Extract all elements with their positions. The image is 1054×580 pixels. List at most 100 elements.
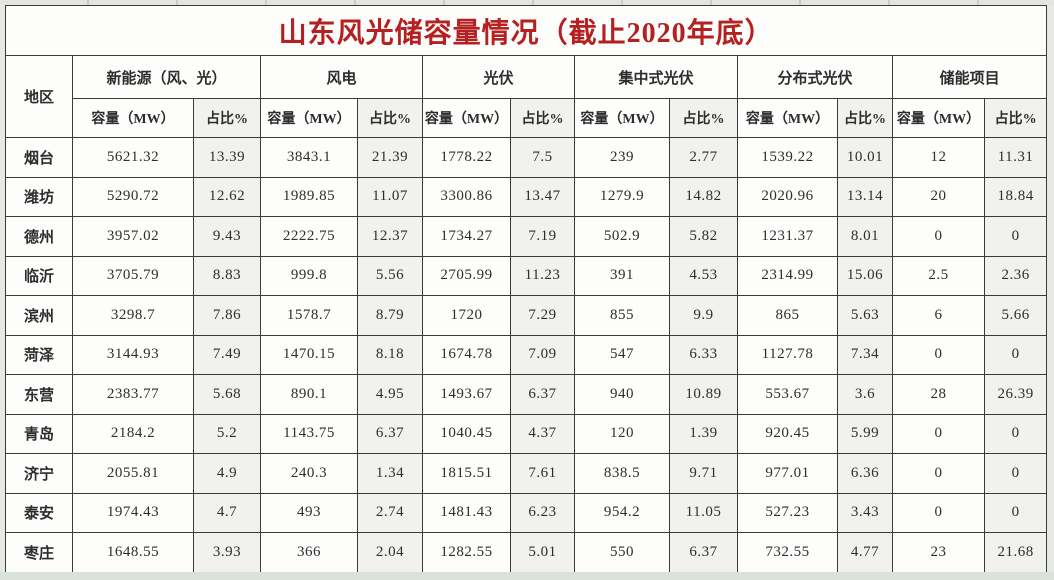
table-row: 临沂 3705.79 8.83 999.8 5.56 2705.99 11.23 391 4.5… [5,255,1048,296]
capacity-cell: 999.8 [260,255,358,296]
capacity-cell: 838.5 [574,453,670,494]
share-cell: 1.39 [669,413,738,454]
subheader-share-wind: 占比% [357,98,423,138]
capacity-cell: 2222.75 [260,216,358,257]
region-cell: 东营 [5,374,73,415]
col-group-distributed-pv: 分布式光伏 [737,55,893,99]
share-cell: 3.93 [193,532,261,573]
share-cell: 8.79 [357,295,423,336]
capacity-cell: 1282.55 [422,532,511,573]
share-cell: 2.77 [669,137,738,178]
share-cell: 12.62 [193,176,261,217]
subheader-share-pv: 占比% [510,98,575,138]
group-header-row: 地区 新能源（风、光） 风电 光伏 集中式光伏 分布式光伏 储能项目 [5,55,1048,138]
page-title: 山东风光储容量情况（截止2020年底） [4,5,1048,56]
share-cell: 0 [983,216,1048,257]
col-group-pv: 光伏 [422,55,575,99]
capacity-cell: 855 [574,295,670,336]
share-cell: 7.61 [510,453,575,494]
region-cell: 潍坊 [5,176,73,217]
spreadsheet-gridline-strip [0,0,1054,5]
share-cell: 12.37 [357,216,423,257]
table-row: 潍坊 5290.72 12.62 1989.85 11.07 3300.86 13.47 12… [5,176,1048,217]
share-cell: 7.19 [510,216,575,257]
share-cell: 10.01 [837,137,893,178]
capacity-cell: 1470.15 [260,334,358,375]
share-cell: 5.56 [357,255,423,296]
bottom-margin-strip [0,572,1054,580]
share-cell: 0 [983,453,1048,494]
subheader-capacity-centralized-pv: 容量（MW） [574,98,670,138]
capacity-cell: 1040.45 [422,413,511,454]
share-cell: 3.43 [837,492,893,533]
capacity-cell: 2383.77 [72,374,194,415]
share-cell: 2.04 [357,532,423,573]
share-cell: 4.9 [193,453,261,494]
capacity-cell: 865 [737,295,838,336]
capacity-cell: 2055.81 [72,453,194,494]
col-group-wind: 风电 [260,55,423,99]
capacity-cell: 240.3 [260,453,358,494]
share-cell: 4.53 [669,255,738,296]
table-container: 山东风光储容量情况（截止2020年底） 地区 新能源（风、光） 风电 光伏 集中… [4,5,1048,573]
table-row: 泰安 1974.43 4.7 493 2.74 1481.43 6.23 954.2 11.05… [5,492,1048,533]
capacity-cell: 1143.75 [260,413,358,454]
subheader-share-storage: 占比% [983,98,1048,138]
table-row: 济宁 2055.81 4.9 240.3 1.34 1815.51 7.61 838.5 9.7… [5,453,1048,494]
capacity-cell: 120 [574,413,670,454]
capacity-cell: 2.5 [892,255,985,296]
capacity-cell: 1734.27 [422,216,511,257]
subheader-share-centralized-pv: 占比% [669,98,738,138]
capacity-cell: 3957.02 [72,216,194,257]
capacity-cell: 920.45 [737,413,838,454]
table-row: 菏泽 3144.93 7.49 1470.15 8.18 1674.78 7.09 547 6.… [5,334,1048,375]
capacity-cell: 6 [892,295,985,336]
capacity-cell: 5621.32 [72,137,194,178]
region-cell: 德州 [5,216,73,257]
subheader-share-distributed-pv: 占比% [837,98,893,138]
table-row: 枣庄 1648.55 3.93 366 2.04 1282.55 5.01 550 6.37 73… [5,532,1048,573]
share-cell: 6.23 [510,492,575,533]
capacity-cell: 527.23 [737,492,838,533]
capacity-cell: 1231.37 [737,216,838,257]
share-cell: 26.39 [983,374,1048,415]
table-row: 青岛 2184.2 5.2 1143.75 6.37 1040.45 4.37 120 1.39… [5,413,1048,454]
share-cell: 6.37 [357,413,423,454]
share-cell: 9.9 [669,295,738,336]
share-cell: 9.71 [669,453,738,494]
share-cell: 6.37 [510,374,575,415]
capacity-cell: 3843.1 [260,137,358,178]
capacity-cell: 0 [892,216,985,257]
capacity-cell: 940 [574,374,670,415]
share-cell: 5.2 [193,413,261,454]
capacity-cell: 1778.22 [422,137,511,178]
table-body: 烟台 5621.32 13.39 3843.1 21.39 1778.22 7.5 239 2.… [5,137,1048,573]
capacity-cell: 2184.2 [72,413,194,454]
capacity-cell: 0 [892,492,985,533]
share-cell: 2.36 [983,255,1048,296]
share-cell: 7.34 [837,334,893,375]
capacity-cell: 0 [892,413,985,454]
share-cell: 13.47 [510,176,575,217]
capacity-cell: 1720 [422,295,511,336]
capacity-cell: 1974.43 [72,492,194,533]
share-cell: 7.86 [193,295,261,336]
share-cell: 0 [983,413,1048,454]
share-cell: 5.63 [837,295,893,336]
share-cell: 7.5 [510,137,575,178]
capacity-cell: 239 [574,137,670,178]
share-cell: 6.36 [837,453,893,494]
region-cell: 枣庄 [5,532,73,573]
capacity-cell: 2020.96 [737,176,838,217]
share-cell: 4.95 [357,374,423,415]
capacity-cell: 502.9 [574,216,670,257]
region-cell: 泰安 [5,492,73,533]
share-cell: 2.74 [357,492,423,533]
capacity-cell: 493 [260,492,358,533]
capacity-cell: 1127.78 [737,334,838,375]
capacity-cell: 28 [892,374,985,415]
capacity-cell: 1648.55 [72,532,194,573]
capacity-cell: 3705.79 [72,255,194,296]
share-cell: 0 [983,334,1048,375]
